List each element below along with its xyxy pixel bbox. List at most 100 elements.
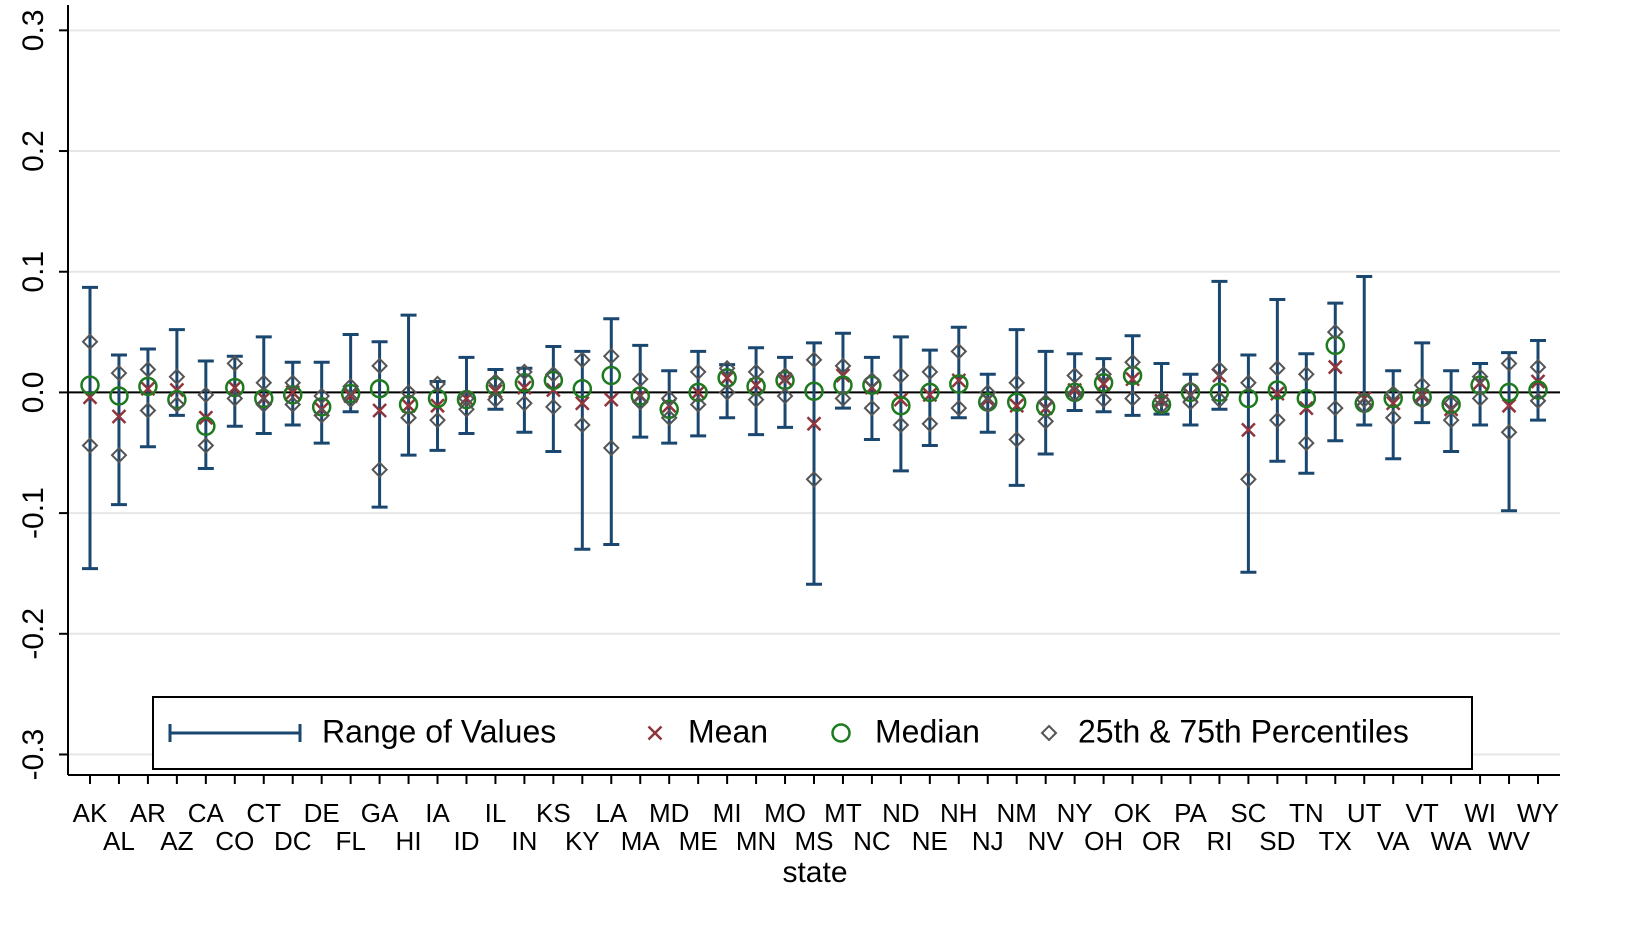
mean-marker <box>459 391 474 406</box>
mean-marker <box>690 385 706 400</box>
percentile-marker <box>1066 385 1084 403</box>
x-tick-label: DE <box>304 798 340 828</box>
median-marker <box>80 375 100 395</box>
y-tick-label: -0.2 <box>17 608 50 660</box>
percentile-marker <box>1413 376 1431 394</box>
percentile-marker <box>110 446 128 464</box>
x-tick-label: CO <box>215 826 254 856</box>
mean-marker <box>574 395 590 411</box>
percentile-marker <box>313 406 331 424</box>
x-tick-label: WV <box>1488 826 1531 856</box>
percentile-marker <box>342 391 360 409</box>
x-tick-label: AK <box>73 798 108 828</box>
percentile-marker <box>834 357 852 375</box>
x-tick-label: NC <box>853 826 891 856</box>
mean-marker <box>372 403 387 418</box>
x-tick-label: NV <box>1028 826 1065 856</box>
x-tick-label: TX <box>1319 826 1352 856</box>
percentile-marker <box>950 399 968 417</box>
range-bar <box>834 331 851 410</box>
median-marker <box>862 375 882 395</box>
percentile-marker <box>371 357 389 375</box>
percentile-marker <box>573 416 591 434</box>
percentile-marker <box>950 342 968 360</box>
percentile-marker <box>81 333 99 351</box>
y-tick-label: 0.1 <box>17 251 50 293</box>
percentile-marker <box>226 390 244 407</box>
x-tick-label: SC <box>1230 798 1266 828</box>
percentile-marker <box>776 387 794 405</box>
x-tick-label: WI <box>1464 798 1496 828</box>
x-tick-label: IL <box>485 798 507 828</box>
median-marker <box>109 386 129 406</box>
percentile-marker <box>892 416 910 434</box>
range-bar <box>892 335 909 473</box>
percentile-marker <box>1239 470 1257 488</box>
x-tick-label: MN <box>736 826 776 856</box>
mean-marker <box>1241 422 1256 438</box>
median-marker <box>485 376 506 397</box>
x-tick-label: DC <box>274 826 312 856</box>
range-bar <box>1356 275 1373 427</box>
percentile-marker <box>834 390 852 407</box>
legend-label: Median <box>875 713 980 749</box>
percentile-marker <box>631 393 649 411</box>
percentile-marker <box>371 461 389 479</box>
legend-symbol <box>1040 724 1058 742</box>
percentile-marker <box>1211 361 1228 378</box>
mean-marker <box>748 377 764 393</box>
percentile-marker <box>1355 397 1373 415</box>
percentile-marker <box>1471 368 1489 386</box>
percentile-marker <box>1008 374 1026 392</box>
x-tick-label: GA <box>361 798 399 828</box>
percentile-marker <box>458 390 475 407</box>
median-marker <box>688 382 708 403</box>
x-tick-label: IA <box>425 798 450 828</box>
percentile-marker <box>284 396 302 413</box>
percentile-marker <box>544 365 562 383</box>
percentile-marker <box>660 409 678 427</box>
x-tick-label: NJ <box>972 826 1004 856</box>
range-bar <box>1008 328 1025 487</box>
percentile-marker <box>1211 391 1228 409</box>
median-marker <box>659 399 679 420</box>
x-tick-label: OH <box>1084 826 1123 856</box>
legend-box <box>152 696 1473 770</box>
percentile-marker <box>718 383 736 401</box>
x-tick-label: CT <box>246 798 281 828</box>
percentile-marker <box>1384 409 1402 427</box>
percentile-marker <box>1500 355 1518 372</box>
median-marker <box>833 375 853 395</box>
percentile-marker <box>1037 393 1055 411</box>
legend-label: 25th & 75th Percentiles <box>1078 713 1409 749</box>
range-bar <box>574 349 591 551</box>
range-bar <box>748 346 765 437</box>
percentile-marker <box>1268 411 1286 429</box>
range-bar <box>632 343 649 439</box>
y-tick-label: 0.3 <box>17 9 50 51</box>
x-tick-label: ND <box>882 798 920 828</box>
percentile-marker <box>921 415 939 433</box>
median-marker <box>1296 388 1317 409</box>
mean-marker <box>1096 376 1111 392</box>
median-marker <box>1383 388 1403 409</box>
percentile-marker <box>1153 391 1170 409</box>
median-marker <box>543 370 564 391</box>
percentile-marker <box>805 470 823 488</box>
median-marker <box>398 394 419 415</box>
percentile-marker <box>1066 367 1084 384</box>
median-marker <box>340 383 361 404</box>
y-tick-label: 0.2 <box>17 130 50 172</box>
percentile-marker <box>689 363 707 381</box>
percentile-marker <box>1355 391 1373 409</box>
range-bar <box>371 340 388 509</box>
range-bar <box>458 355 475 435</box>
x-tick-label: NM <box>997 798 1037 828</box>
mean-marker <box>488 383 503 399</box>
mean-marker <box>1414 388 1430 404</box>
range-bar <box>342 332 359 414</box>
percentile-marker <box>1297 365 1315 383</box>
median-marker <box>1325 335 1346 356</box>
y-tick-label: -0.1 <box>17 487 50 539</box>
percentile-marker <box>863 399 881 417</box>
